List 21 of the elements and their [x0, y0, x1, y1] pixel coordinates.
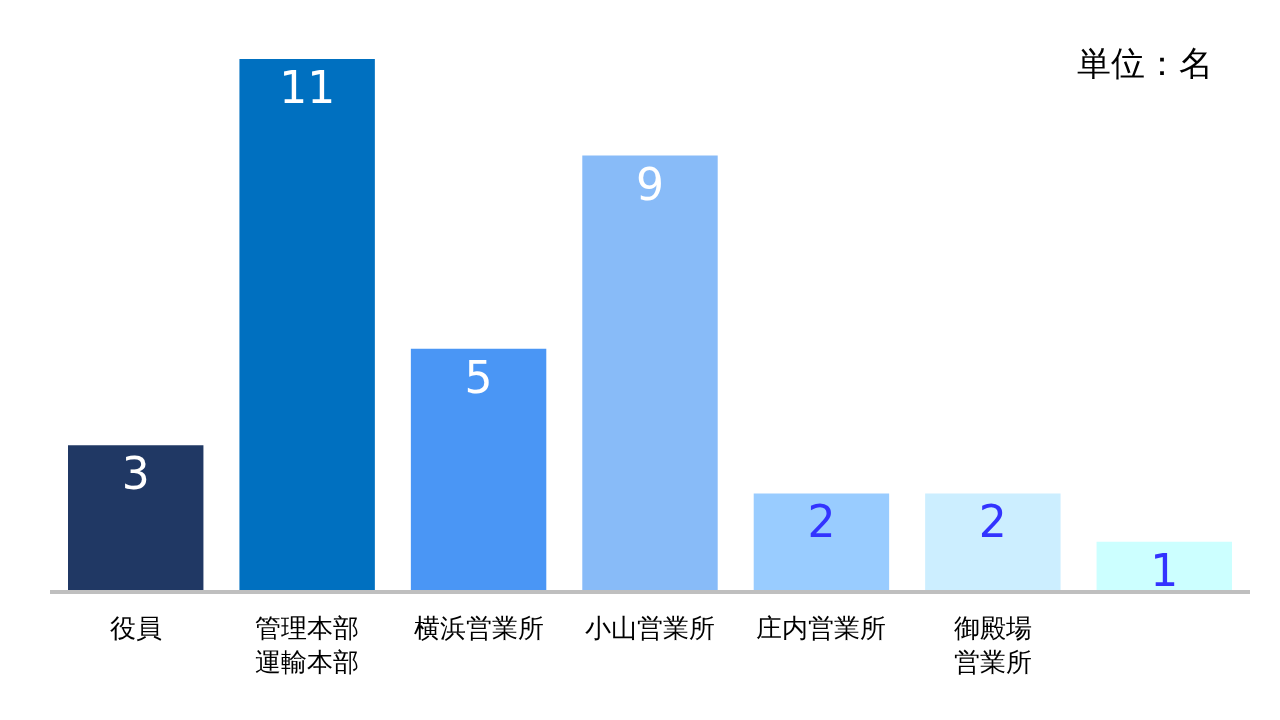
x-tick-label: 横浜営業所 — [413, 613, 544, 644]
bar — [582, 155, 718, 590]
x-tick-label: 御殿場営業所 — [953, 613, 1032, 677]
data-label: 9 — [636, 158, 664, 210]
bar — [410, 348, 547, 590]
data-label: 2 — [978, 496, 1007, 548]
bar — [68, 445, 204, 590]
x-tick-label: 小山営業所 — [585, 613, 715, 644]
data-label: 2 — [807, 496, 836, 548]
data-label: 11 — [279, 62, 336, 113]
bar — [239, 59, 375, 590]
data-label: 1 — [1150, 544, 1179, 596]
data-label: 3 — [121, 448, 150, 500]
bar — [1096, 541, 1232, 590]
x-tick-label: 役員 — [109, 613, 162, 644]
x-tick-label: 庄内営業所 — [756, 613, 887, 644]
data-label: 5 — [464, 351, 493, 403]
x-tick-label: 管理本部運輸本部 — [255, 613, 360, 677]
bar — [925, 493, 1061, 590]
annotation: 単位：名 — [1077, 43, 1213, 83]
bar — [753, 493, 890, 590]
